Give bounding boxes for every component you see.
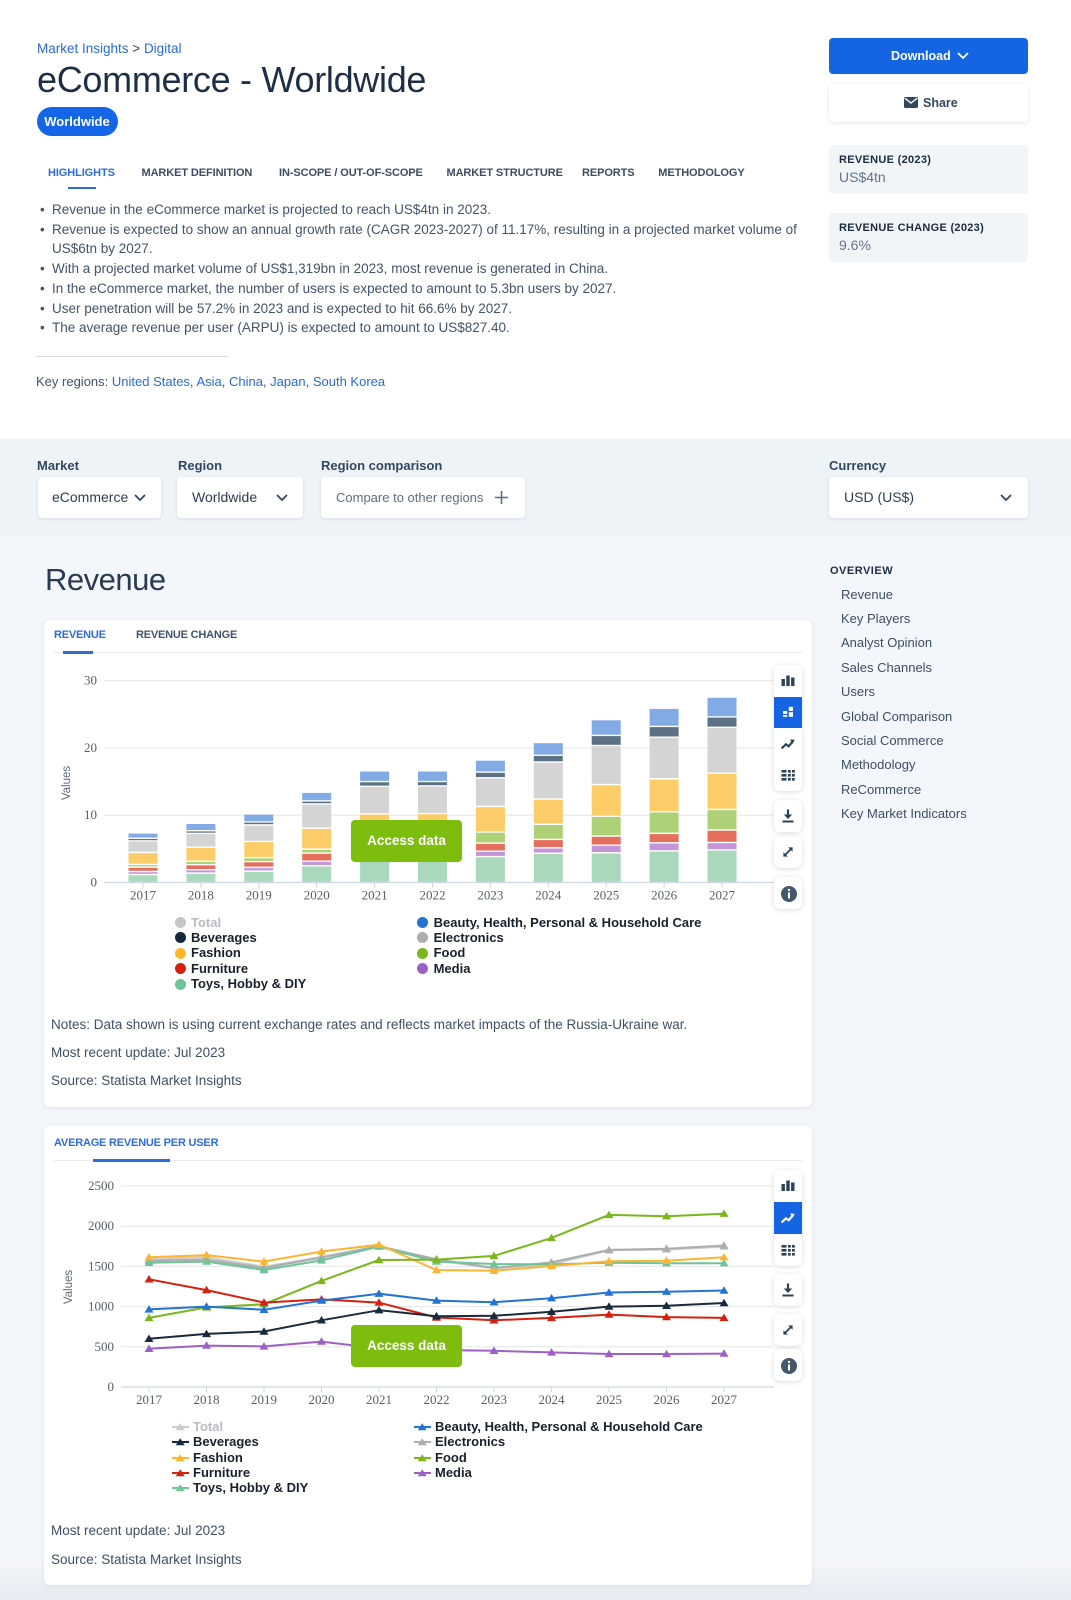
svg-text:2018: 2018 [194, 1392, 220, 1407]
svg-text:2022: 2022 [424, 1392, 450, 1407]
svg-text:2020: 2020 [304, 888, 330, 903]
svg-text:20: 20 [84, 740, 97, 755]
svg-text:2027: 2027 [711, 1392, 738, 1407]
svg-text:2018: 2018 [188, 888, 214, 903]
svg-text:0: 0 [91, 875, 98, 890]
svg-text:2021: 2021 [366, 1392, 392, 1407]
svg-text:Values: Values [61, 766, 73, 801]
svg-text:2023: 2023 [481, 1392, 507, 1407]
svg-text:2023: 2023 [477, 888, 503, 903]
svg-text:2025: 2025 [593, 888, 619, 903]
svg-text:2020: 2020 [309, 1392, 335, 1407]
svg-text:2019: 2019 [251, 1392, 277, 1407]
svg-text:2027: 2027 [709, 888, 736, 903]
svg-text:10: 10 [84, 807, 97, 822]
svg-text:1500: 1500 [88, 1258, 114, 1273]
svg-text:2500: 2500 [88, 1178, 114, 1193]
svg-text:2026: 2026 [651, 888, 678, 903]
svg-text:2024: 2024 [539, 1392, 566, 1407]
svg-text:0: 0 [108, 1379, 115, 1394]
svg-text:2017: 2017 [136, 1392, 163, 1407]
svg-text:Values: Values [63, 1270, 75, 1305]
svg-text:2022: 2022 [420, 888, 446, 903]
svg-text:500: 500 [95, 1339, 115, 1354]
svg-text:1000: 1000 [88, 1299, 114, 1314]
svg-text:2000: 2000 [88, 1218, 114, 1233]
svg-text:2025: 2025 [596, 1392, 622, 1407]
svg-text:2017: 2017 [130, 888, 157, 903]
svg-text:30: 30 [84, 673, 97, 688]
svg-text:2026: 2026 [654, 1392, 681, 1407]
svg-text:2024: 2024 [535, 888, 562, 903]
svg-text:2019: 2019 [246, 888, 272, 903]
svg-text:2021: 2021 [362, 888, 388, 903]
